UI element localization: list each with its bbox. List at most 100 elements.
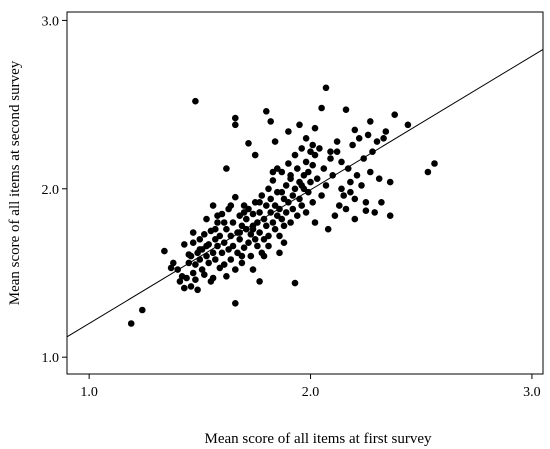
data-point [307,148,314,155]
data-point [347,188,354,196]
data-point [260,252,268,260]
data-point [362,207,370,214]
data-point [232,121,239,129]
data-point [331,212,339,219]
data-point [256,199,263,206]
data-point [161,247,168,255]
data-point [232,114,239,122]
data-point [218,249,226,257]
data-point [249,210,257,218]
data-point [229,219,237,226]
data-point [216,232,224,240]
data-point [298,182,306,189]
y-axis-title: Mean score of all items at second survey [7,60,23,305]
data-point [251,236,259,243]
data-point [212,236,219,243]
data-point [170,259,177,267]
data-point [320,165,328,172]
data-point [220,219,228,226]
data-point [309,161,317,169]
data-point [404,121,412,129]
data-point [181,284,188,292]
data-point [311,124,319,132]
data-point [280,222,288,230]
x-tick-label: 1.0 [80,385,98,400]
axis-tick-labels: 1.0 2.0 3.0 1.0 2.0 3.0 [42,14,541,400]
data-point [316,145,323,152]
data-point [198,266,206,273]
data-point [302,135,310,142]
data-point [362,199,370,206]
data-point [201,231,208,238]
data-point [278,215,286,223]
data-point [324,225,332,233]
data-point [227,232,235,240]
data-point [192,97,199,105]
data-point [269,219,277,226]
data-point [298,202,306,209]
data-point [203,242,210,250]
data-point [318,192,325,199]
data-point [220,261,228,268]
data-point [280,239,288,246]
data-point [214,219,221,226]
data-point [203,252,210,260]
data-point [380,135,387,142]
data-point [232,300,239,307]
data-point [139,306,146,314]
data-point [424,168,432,176]
data-point [375,175,383,182]
data-point [386,178,394,186]
data-point [205,259,212,267]
data-point [209,202,217,209]
data-point [355,135,363,142]
data-point [342,205,350,213]
data-point [373,138,381,145]
x-axis-title: Mean score of all items at first survey [204,431,432,447]
data-point [322,182,330,189]
data-point [249,225,257,233]
data-point [309,141,317,149]
data-point [189,239,197,246]
data-point [247,252,255,260]
data-point [353,172,361,179]
data-point [232,193,239,201]
data-point [181,241,188,248]
data-point [271,138,279,145]
data-point [245,239,252,246]
data-point [282,209,290,216]
data-point [302,158,310,166]
data-point [391,111,399,118]
data-points [127,84,438,327]
data-point [247,231,255,238]
data-point [187,252,195,260]
data-point [183,274,190,282]
data-point [127,320,135,327]
data-point [263,222,270,230]
data-point [214,212,221,219]
regression-line [66,49,544,338]
data-point [338,185,345,193]
data-point [276,232,283,240]
data-point [187,283,195,290]
data-point [291,279,299,287]
data-point [194,286,201,294]
data-point [333,138,341,145]
data-point [338,158,345,166]
data-point [265,242,272,250]
data-point [260,236,268,243]
data-point [342,106,350,113]
data-point [267,209,275,216]
data-point [269,177,277,184]
data-point [378,199,385,206]
data-point [351,126,359,134]
data-point [305,168,312,176]
data-point [282,182,290,189]
data-point [287,172,294,179]
data-point [196,236,204,243]
data-point [287,219,294,226]
data-point [340,192,348,199]
data-point [349,141,356,149]
data-point [243,215,250,223]
